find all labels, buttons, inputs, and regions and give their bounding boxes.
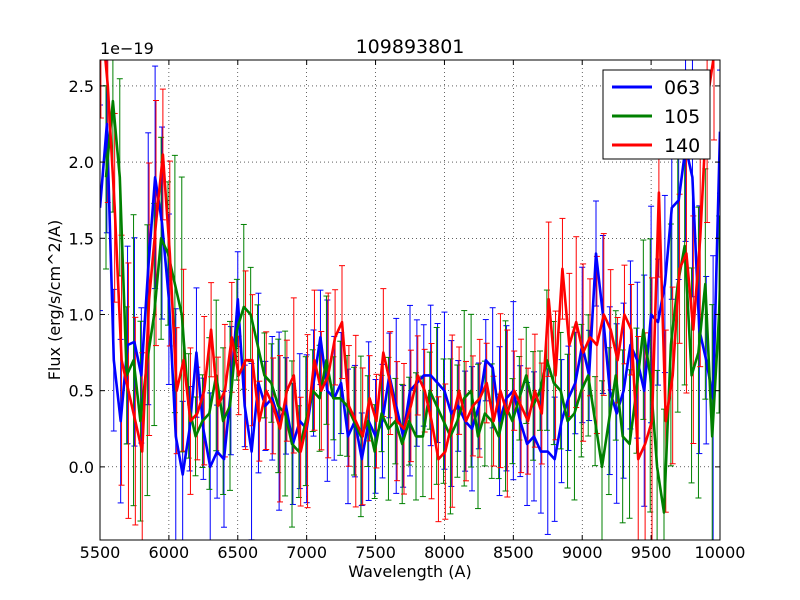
x-axis-ticks: 5500 6000 6500 7000 7500 8000 8500 9000 9500 1000… <box>80 60 746 562</box>
series-lines <box>100 60 720 514</box>
legend-label-063: 063 <box>664 77 700 99</box>
x-tick-label: 5500 <box>80 543 121 562</box>
y-axis-label: Flux (erg/s/cm^2/A) <box>45 220 64 381</box>
x-tick-label: 8000 <box>424 543 465 562</box>
y-axis-offset-label: 1e−19 <box>100 39 154 58</box>
y-tick-label: 1.0 <box>69 305 94 324</box>
legend-label-105: 105 <box>664 106 700 128</box>
x-tick-label: 7000 <box>286 543 327 562</box>
x-tick-label: 6000 <box>149 543 190 562</box>
y-tick-label: 2.5 <box>69 77 94 96</box>
series-line-140 <box>104 60 715 461</box>
x-tick-label: 10000 <box>695 543 746 562</box>
x-tick-label: 7500 <box>355 543 396 562</box>
plot-frame <box>99 59 721 541</box>
y-tick-label: 2.0 <box>69 153 94 172</box>
y-tick-label: 1.5 <box>69 229 94 248</box>
y-tick-label: 0.5 <box>69 382 94 401</box>
legend-label-140: 140 <box>664 135 700 157</box>
legend: 063 105 140 <box>602 69 711 160</box>
y-axis-ticks: 0.0 0.5 1.0 1.5 2.0 2.5 <box>69 77 720 477</box>
x-tick-label: 9000 <box>562 543 603 562</box>
chart-title: 109893801 <box>356 36 465 58</box>
x-tick-label: 8500 <box>493 543 534 562</box>
series-line-105 <box>104 99 720 514</box>
y-tick-label: 0.0 <box>69 458 94 477</box>
x-tick-label: 9500 <box>631 543 672 562</box>
series-line-063 <box>100 122 720 476</box>
x-tick-label: 6500 <box>217 543 258 562</box>
x-axis-label: Wavelength (A) <box>348 562 471 581</box>
